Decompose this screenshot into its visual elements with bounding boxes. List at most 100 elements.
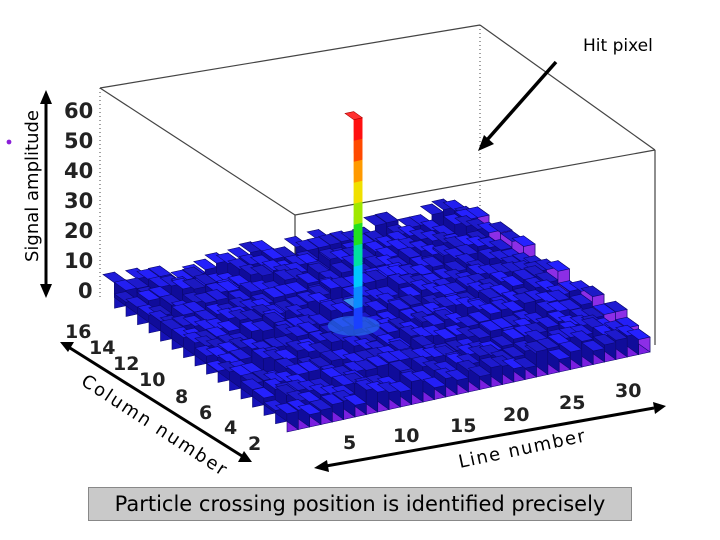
bar-top <box>387 298 412 311</box>
bar-top <box>170 303 196 316</box>
bar-top <box>581 339 606 352</box>
bar-top <box>421 346 447 358</box>
bar-top <box>420 256 445 268</box>
bar-top <box>557 314 583 327</box>
bar-top <box>535 316 560 328</box>
bar-top <box>374 211 399 224</box>
bar-top <box>488 221 513 233</box>
bar-top <box>284 281 309 293</box>
bar-top <box>227 289 252 302</box>
col-tick-10: 10 <box>139 369 165 391</box>
bar-top <box>238 241 263 253</box>
bar-top <box>228 337 253 349</box>
bar-top <box>419 203 445 216</box>
bar-top <box>285 363 310 375</box>
bar-top <box>535 300 560 312</box>
bar-top <box>181 278 207 290</box>
bar-top <box>488 262 514 274</box>
bar-top <box>546 300 571 312</box>
bar-top <box>545 260 571 272</box>
bar-top <box>365 355 390 367</box>
bar-top <box>592 333 617 346</box>
col-tick-12: 12 <box>113 353 139 375</box>
bar-top <box>238 281 264 293</box>
bar-top <box>261 286 287 299</box>
bar-top <box>227 309 253 321</box>
line-tick-15: 15 <box>450 415 476 437</box>
bar-top <box>319 331 344 343</box>
bar-top <box>204 252 229 264</box>
line-arrow <box>314 402 666 472</box>
bar-top <box>386 264 411 276</box>
bar-top <box>409 304 435 317</box>
line-tick-30: 30 <box>615 380 641 402</box>
bar-top <box>488 239 513 251</box>
z-arrow <box>40 90 52 298</box>
bar-top <box>318 277 343 290</box>
bar-top <box>306 236 331 249</box>
bar-top <box>500 300 526 312</box>
bar-top <box>603 329 629 341</box>
bar-top <box>626 328 651 340</box>
bar-top <box>353 359 379 371</box>
bar-top <box>250 264 275 277</box>
bar-top <box>307 313 333 325</box>
bar-top <box>239 309 264 321</box>
bar-top <box>342 394 368 406</box>
bar-top <box>557 298 583 311</box>
bar-top <box>342 360 367 373</box>
bar-top <box>375 285 400 298</box>
bar-top <box>239 320 264 332</box>
bar-top <box>431 224 456 236</box>
bar-top <box>432 295 457 308</box>
bar-top <box>535 337 560 350</box>
bar-top <box>569 330 595 342</box>
bar-top <box>363 269 389 282</box>
bar-top <box>274 402 300 415</box>
bar-top <box>113 279 138 291</box>
bar-top <box>308 399 334 411</box>
bar-top <box>467 365 492 377</box>
bar-top <box>205 360 231 372</box>
bar-top <box>603 300 628 313</box>
hit-bar <box>344 111 364 330</box>
bar-top <box>399 370 424 383</box>
bar-top <box>512 292 537 304</box>
bar-top <box>409 263 434 276</box>
bar-top <box>387 349 413 361</box>
bar-top <box>262 336 287 349</box>
bar-top <box>284 262 309 274</box>
bar-top <box>283 254 309 266</box>
bar-top <box>284 295 309 308</box>
bar-top <box>500 275 525 287</box>
bar-top <box>320 393 345 405</box>
col-tick-8: 8 <box>175 386 188 408</box>
bar-top <box>228 348 253 360</box>
bar-top <box>410 347 435 359</box>
bar-top <box>422 376 447 389</box>
bar-top <box>397 246 422 259</box>
bar-top <box>569 324 594 336</box>
bar-top <box>261 248 286 260</box>
bar-top <box>204 289 230 301</box>
bar-top <box>386 273 412 285</box>
line-tick-25: 25 <box>559 392 585 414</box>
bar-top <box>398 285 423 298</box>
line-tick-5: 5 <box>343 432 356 454</box>
bar-top <box>376 381 402 393</box>
bar-top <box>524 340 549 353</box>
bar-top <box>136 289 161 302</box>
column-arrow <box>60 342 252 462</box>
col-tick-6: 6 <box>199 402 212 424</box>
z-tick-10: 10 <box>64 249 93 273</box>
bar-top <box>193 292 218 304</box>
bar-top <box>409 255 434 268</box>
bar-top <box>363 214 388 227</box>
bar-top <box>397 263 423 275</box>
bar-top <box>182 291 207 304</box>
bar-top <box>251 387 277 399</box>
bar-top <box>331 374 356 386</box>
hit-top <box>344 111 364 121</box>
bar-top <box>534 271 559 284</box>
